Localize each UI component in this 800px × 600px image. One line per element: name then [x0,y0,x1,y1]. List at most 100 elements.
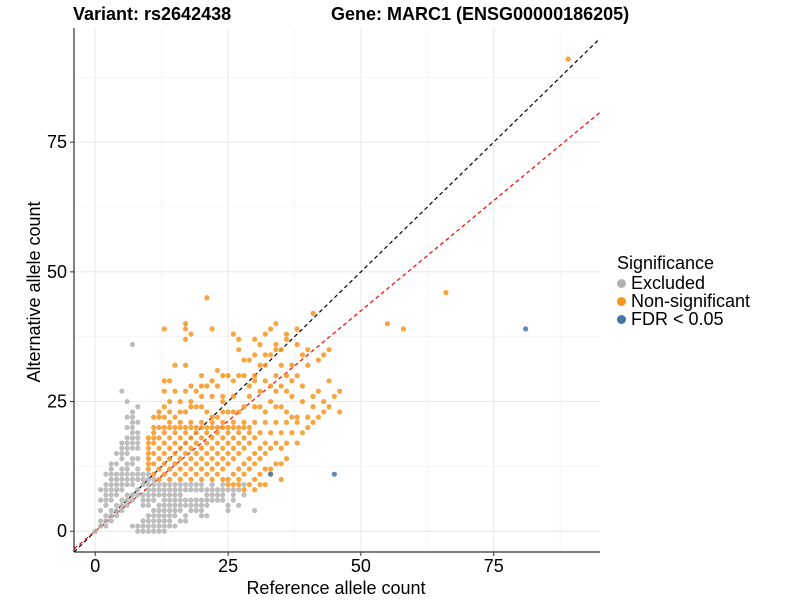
point-non-significant [214,383,221,389]
point-excluded [135,419,141,425]
point-non-significant [220,424,226,431]
point-non-significant [193,440,199,446]
point-non-significant [225,424,231,431]
point-excluded [103,523,109,529]
point-non-significant [182,336,189,342]
point-excluded [193,487,199,493]
point-non-significant [198,393,205,399]
point-excluded [103,487,109,493]
point-non-significant [188,383,194,389]
point-non-significant [193,424,199,431]
point-excluded [145,481,151,488]
point-non-significant [283,331,290,337]
point-excluded [108,461,114,467]
point-excluded [129,456,136,462]
point-non-significant [188,331,194,337]
point-non-significant [310,419,316,425]
point-non-significant [246,440,252,446]
y-axis-title: Alternative allele count [24,201,44,382]
point-non-significant [294,419,300,425]
point-non-significant [188,404,194,410]
point-fdr-0-05 [523,326,529,332]
point-non-significant [246,466,252,472]
point-excluded [103,492,109,498]
point-non-significant [262,352,268,358]
point-non-significant [273,461,279,467]
point-non-significant [273,373,279,379]
point-non-significant [400,326,407,332]
point-excluded [140,476,146,482]
point-excluded [124,450,130,457]
point-non-significant [167,445,173,451]
point-excluded [151,513,157,519]
point-excluded [193,507,199,514]
point-non-significant [198,419,205,425]
point-excluded [182,481,189,488]
point-excluded [129,414,136,420]
point-excluded [177,502,183,508]
point-excluded [209,487,215,493]
reference-lines [73,37,601,553]
point-non-significant [257,341,263,348]
point-excluded [252,507,258,514]
point-non-significant [236,424,242,431]
point-non-significant [220,466,226,472]
point-excluded [119,440,125,446]
point-excluded [97,497,104,503]
point-non-significant [177,445,183,451]
point-excluded [124,466,130,472]
point-excluded [119,388,125,394]
point-non-significant [204,440,210,446]
point-excluded [145,523,151,529]
point-excluded [129,523,136,529]
point-non-significant [252,404,258,410]
point-non-significant [310,404,316,410]
point-excluded [204,487,210,493]
point-non-significant [252,487,258,493]
point-non-significant [167,476,173,482]
point-non-significant [177,435,183,441]
point-non-significant [267,466,274,472]
point-non-significant [161,388,167,394]
point-non-significant [236,347,242,353]
point-non-significant [273,404,279,410]
point-non-significant [326,378,332,384]
point-non-significant [262,440,268,446]
point-non-significant [214,440,221,446]
point-excluded [113,513,120,519]
point-non-significant [156,476,162,482]
point-non-significant [294,341,300,348]
point-non-significant [182,471,189,477]
point-non-significant [214,414,221,420]
reference-line-identity [73,37,601,553]
point-excluded [140,528,146,534]
point-excluded [119,481,125,488]
point-non-significant [246,357,252,363]
point-excluded [97,507,104,514]
point-excluded [97,518,104,524]
point-non-significant [156,445,162,451]
point-excluded [103,518,109,524]
point-non-significant [283,456,290,462]
point-non-significant [241,435,247,441]
point-non-significant [278,362,284,368]
point-non-significant [236,481,242,488]
point-non-significant [289,378,295,384]
point-non-significant [161,461,167,467]
point-excluded [135,471,141,477]
legend-item-fdr: FDR < 0.05 [617,309,750,329]
point-non-significant [204,430,210,436]
point-non-significant [225,450,231,457]
point-non-significant [294,414,300,420]
point-excluded [177,507,183,514]
point-non-significant [193,404,199,410]
point-excluded [97,523,104,529]
point-excluded [135,456,141,462]
point-non-significant [177,476,183,482]
point-non-significant [151,430,157,436]
point-non-significant [257,430,263,436]
point-excluded [108,513,114,519]
point-non-significant [220,373,226,379]
point-non-significant [151,440,157,446]
point-excluded [151,497,157,503]
